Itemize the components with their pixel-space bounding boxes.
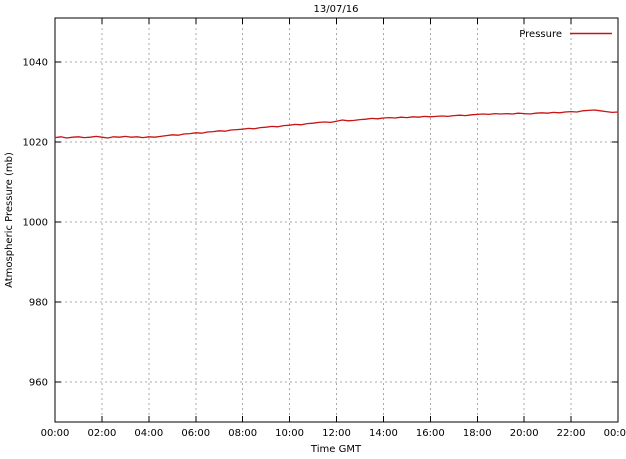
y-tick-labels: 960 980 1000 1020 1040 [23, 58, 48, 389]
x-tick-label: 10:00 [275, 428, 304, 439]
x-tick-label: 14:00 [369, 428, 398, 439]
y-axis-label: Atmospheric Pressure (mb) [4, 152, 15, 288]
x-tick-label: 22:00 [557, 428, 586, 439]
x-axis-label: Time GMT [310, 444, 362, 455]
chart-title: 13/07/16 [314, 4, 359, 15]
y-tick-label: 1020 [23, 138, 48, 149]
x-tick-label: 06:00 [181, 428, 210, 439]
y-tick-label: 960 [29, 378, 48, 389]
x-tick-label: 02:00 [88, 428, 117, 439]
x-tick-label: 16:00 [416, 428, 445, 439]
x-tick-label: 12:00 [322, 428, 351, 439]
x-tick-label: 00:00 [41, 428, 70, 439]
x-tick-labels: 00:00 02:00 04:00 06:00 08:00 10:00 12:00 14:00… [41, 428, 626, 439]
pressure-series-line [54, 109, 619, 139]
y-tick-label: 980 [29, 298, 48, 309]
y-tick-label: 1040 [23, 58, 48, 69]
tick-marks [54, 18, 619, 422]
x-tick-label: 20:00 [510, 428, 539, 439]
x-tick-label: 18:00 [463, 428, 492, 439]
x-tick-label: 04:00 [134, 428, 163, 439]
x-tick-label: 00:00 [604, 428, 626, 439]
x-tick-label: 08:00 [228, 428, 257, 439]
y-tick-label: 1000 [23, 218, 48, 229]
legend-label: Pressure [519, 29, 562, 40]
gridlines [54, 18, 619, 422]
